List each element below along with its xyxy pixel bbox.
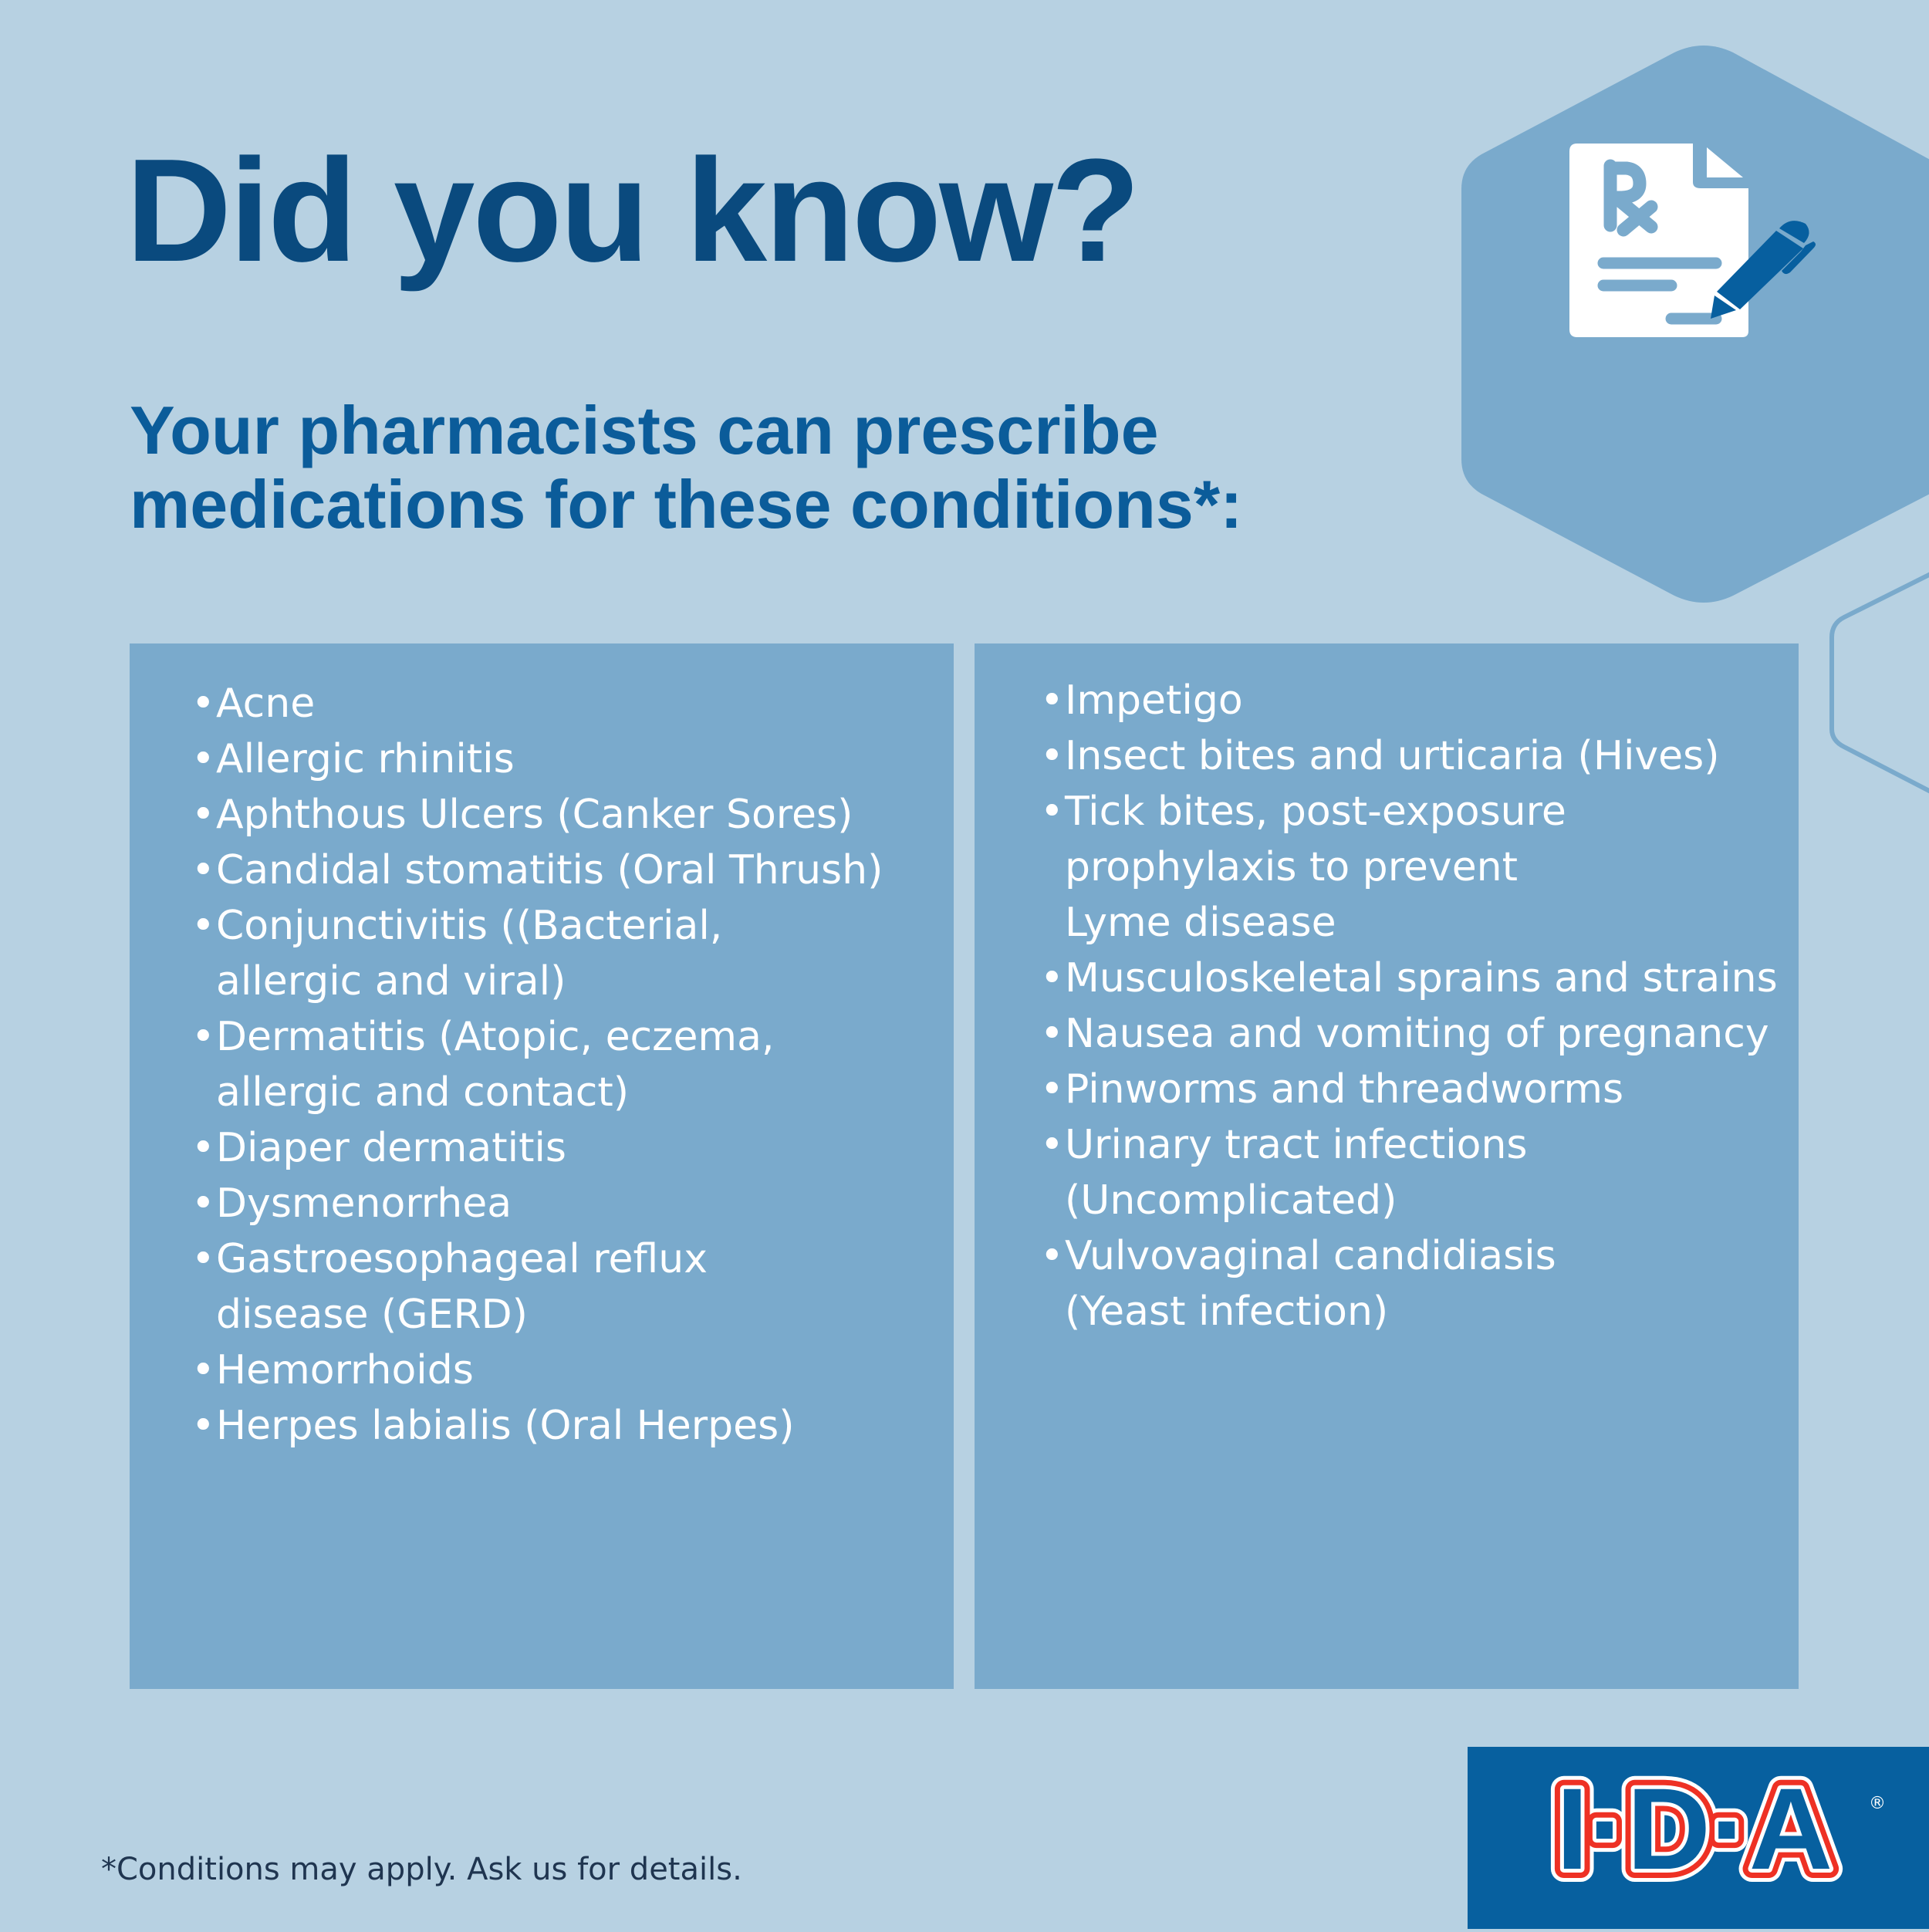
ida-logo: I·D·A I·D·A I·D·A ® [1468,1747,1929,1929]
list-item: Tick bites, post-exposure prophylaxis to… [1040,784,1574,951]
subtitle: Your pharmacists can prescribe medicatio… [130,393,1364,542]
prescription-document-pen-icon [1569,144,1816,337]
list-item: Nausea and vomiting of pregnancy [1040,1006,1789,1062]
list-item: Pinworms and threadworms [1040,1062,1789,1117]
list-item: Allergic rhinitis [191,731,932,787]
footnote: *Conditions may apply. Ask us for detail… [101,1852,742,1887]
list-item: Vulvovaginal candidiasis (Yeast infectio… [1040,1228,1559,1339]
list-item: Acne [191,676,932,731]
logo-text-red: I·D·A [1556,1764,1833,1893]
registered-mark: ® [1869,1794,1886,1813]
logo-text-outer: I·D·A [1556,1764,1833,1893]
list-item: Musculoskeletal sprains and strains [1040,951,1789,1006]
conditions-list-left: Acne Allergic rhinitis Aphthous Ulcers (… [191,676,932,1454]
list-item: Conjunctivitis ((Bacterial, allergic and… [191,898,849,1009]
conditions-panel-left: Acne Allergic rhinitis Aphthous Ulcers (… [130,643,954,1689]
list-item: Dysmenorrhea [191,1176,932,1231]
list-item: Herpes labialis (Oral Herpes) [191,1398,932,1454]
list-item: Gastroesophageal reflux disease (GERD) [191,1231,849,1343]
subtitle-line-1: Your pharmacists can prescribe [130,392,1159,468]
list-item: Impetigo [1040,673,1789,728]
logo-text: I·D·A [1556,1764,1833,1893]
conditions-list-right: Impetigo Insect bites and urticaria (Hiv… [1040,673,1789,1339]
conditions-panel-right: Impetigo Insect bites and urticaria (Hiv… [975,643,1799,1689]
ida-logo-mark: I·D·A I·D·A I·D·A ® [1543,1751,1886,1907]
list-item: Aphthous Ulcers (Canker Sores) [191,787,932,843]
page-title: Did you know? [126,129,1140,292]
list-item: Candidal stomatitis (Oral Thrush) [191,843,932,898]
subtitle-line-2: medications for these conditions*: [130,466,1243,542]
list-item: Hemorrhoids [191,1343,932,1398]
list-item: Urinary tract infections (Uncomplicated) [1040,1117,1528,1228]
hexagon-outline [1829,572,1929,794]
list-item: Diaper dermatitis [191,1120,932,1176]
list-item: Insect bites and urticaria (Hives) [1040,728,1789,784]
list-item: Dermatitis (Atopic, eczema, allergic and… [191,1009,910,1120]
